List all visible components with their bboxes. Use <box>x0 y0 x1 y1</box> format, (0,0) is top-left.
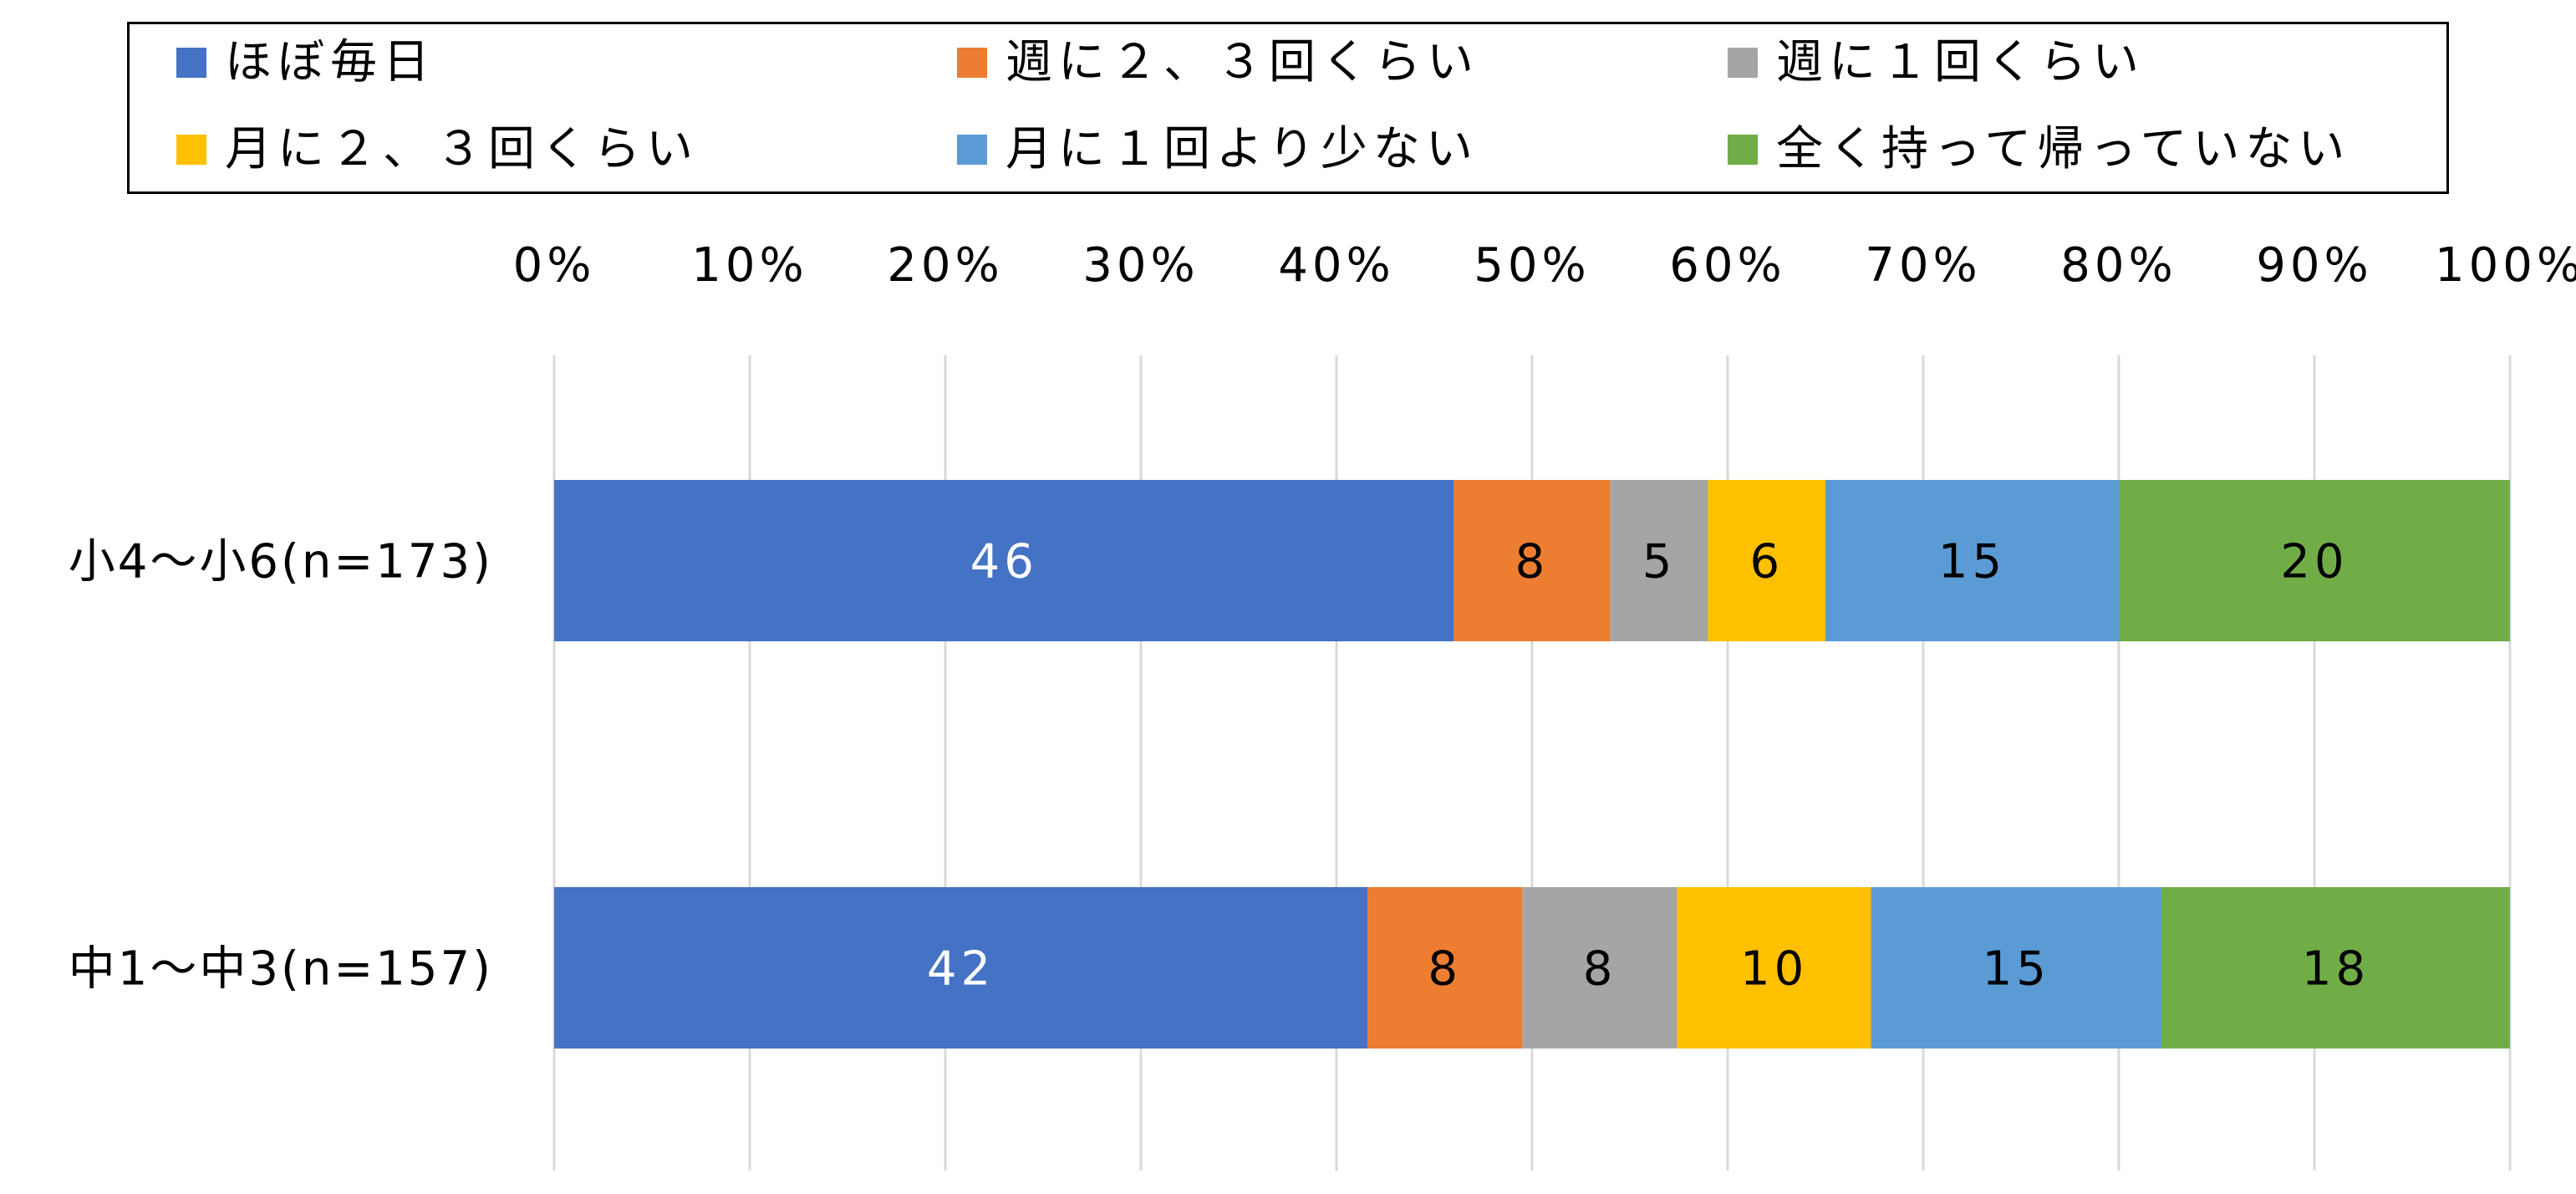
legend-swatch <box>957 135 987 165</box>
x-tick-label: 100% <box>2435 238 2576 293</box>
bar-segment <box>1825 480 2119 641</box>
bar-segment <box>554 887 1368 1049</box>
bar-group: 42 8 8 10 15 18 <box>554 887 2510 1049</box>
legend-item: ほぼ毎日 <box>176 38 435 88</box>
bar-segment <box>1367 887 1523 1049</box>
legend-swatch <box>1728 135 1758 165</box>
data-label: 15 <box>1983 942 2050 997</box>
data-label: 20 <box>2280 535 2348 589</box>
data-label: 46 <box>970 535 1038 589</box>
x-tick-label: 90% <box>2256 238 2372 293</box>
x-tick-label: 20% <box>887 238 1003 293</box>
bars: 46 8 5 6 15 20 42 8 8 10 15 18 <box>554 480 2510 1049</box>
legend-swatch <box>176 48 206 78</box>
legend-label: 週に１回くらい <box>1776 35 2145 89</box>
x-tick-label: 10% <box>691 238 807 293</box>
data-label: 10 <box>1740 942 1808 997</box>
data-label: 8 <box>1428 942 1462 997</box>
legend-label: 全く持って帰っていない <box>1776 122 2351 176</box>
data-label: 8 <box>1583 942 1617 997</box>
bar-segment <box>1453 480 1611 641</box>
x-tick-label: 80% <box>2060 238 2176 293</box>
x-tick-label: 50% <box>1474 238 1590 293</box>
legend-label: 週に２、３回くらい <box>1005 35 1479 89</box>
legend-item: 月に１回より少ない <box>957 125 1479 175</box>
bar-segment <box>554 480 1454 641</box>
legend-label: 月に２、３回くらい <box>225 122 699 176</box>
legend-item: 全く持って帰っていない <box>1728 125 2350 175</box>
data-label: 6 <box>1749 535 1784 589</box>
category-label: 中1～中3(n=157) <box>69 942 493 997</box>
data-label: 5 <box>1642 535 1677 589</box>
legend-swatch <box>957 48 987 78</box>
bar-segment <box>1610 480 1708 641</box>
legend-swatch <box>1728 48 1758 78</box>
legend-label: ほぼ毎日 <box>225 35 435 89</box>
category-labels: 小4～小6(n=173) 中1～中3(n=157) <box>69 535 493 997</box>
data-label: 18 <box>2302 942 2370 997</box>
data-label: 8 <box>1515 535 1550 589</box>
bar-segment <box>2119 480 2510 641</box>
legend-swatch <box>176 135 206 165</box>
x-tick-label: 0% <box>513 238 596 293</box>
x-tick-label: 70% <box>1865 238 1981 293</box>
bar-segment <box>1522 887 1677 1049</box>
bar-group: 46 8 5 6 15 20 <box>554 480 2510 641</box>
x-tick-label: 30% <box>1082 238 1199 293</box>
legend-item: 週に２、３回くらい <box>957 38 1479 88</box>
legend-label: 月に１回より少ない <box>1005 122 1479 176</box>
x-axis-tick-labels: 0% 10% 20% 30% 40% 50% 60% 70% 80% 90% 100% <box>513 238 2576 293</box>
bar-segment <box>1677 887 1871 1049</box>
category-label: 小4～小6(n=173) <box>69 535 493 589</box>
bar-segment <box>1708 480 1825 641</box>
x-tick-label: 60% <box>1669 238 1785 293</box>
x-tick-label: 40% <box>1278 238 1394 293</box>
legend-item: 月に２、３回くらい <box>176 125 699 175</box>
data-label: 15 <box>1938 535 2006 589</box>
bar-segment <box>2161 887 2510 1049</box>
data-label: 42 <box>927 942 995 997</box>
legend: ほぼ毎日 週に２、３回くらい 週に１回くらい月に２、３回くらい 月に１回より少ない 全く… <box>127 22 2449 194</box>
legend-item: 週に１回くらい <box>1728 38 2145 88</box>
bar-segment <box>1871 887 2161 1049</box>
